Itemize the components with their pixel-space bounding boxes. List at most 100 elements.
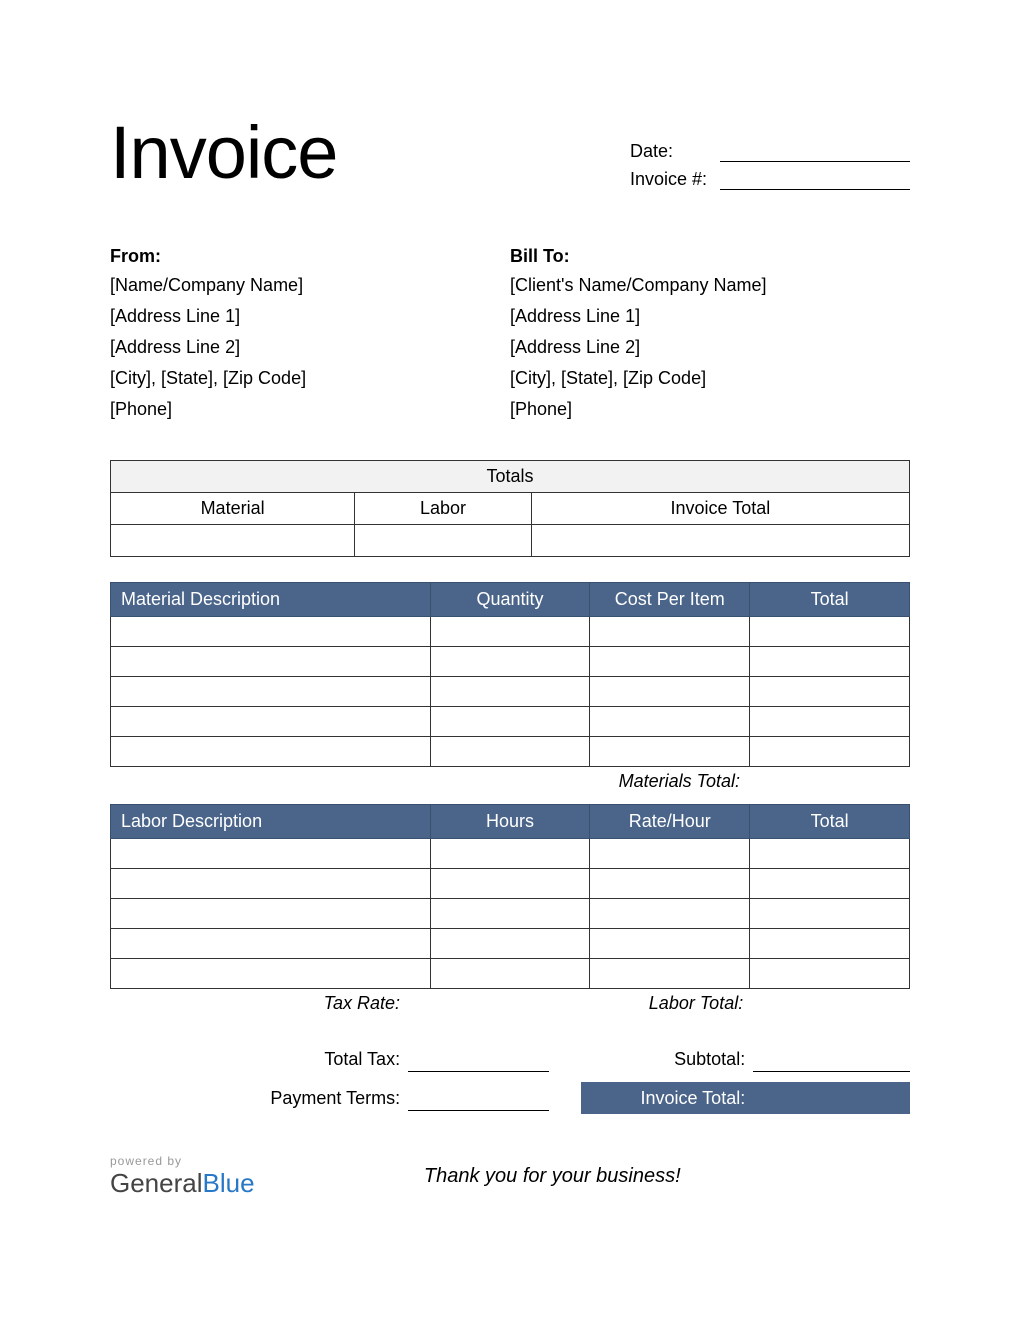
meta-invoice-row: Invoice #:: [630, 168, 910, 190]
labor-col-hours: Hours: [430, 805, 590, 839]
totals-col-labor: Labor: [355, 493, 532, 525]
table-row: [111, 737, 910, 767]
total-tax-value[interactable]: [408, 1046, 549, 1072]
table-row: [111, 869, 910, 899]
totals-val-labor[interactable]: [355, 525, 532, 557]
labor-subtotal-row: Tax Rate: Labor Total:: [110, 993, 910, 1014]
page-title: Invoice: [110, 110, 337, 195]
table-cell[interactable]: [750, 929, 910, 959]
totals-col-invoice: Invoice Total: [531, 493, 909, 525]
tax-rate-label: Tax Rate:: [110, 993, 408, 1014]
table-cell[interactable]: [590, 959, 750, 989]
table-cell[interactable]: [750, 959, 910, 989]
bill-to-block: Bill To: [Client's Name/Company Name] [A…: [510, 246, 910, 430]
table-cell[interactable]: [430, 869, 590, 899]
bill-to-line: [City], [State], [Zip Code]: [510, 368, 910, 389]
subtotal-label: Subtotal:: [581, 1049, 754, 1070]
labor-total-label: Labor Total:: [581, 993, 754, 1014]
table-cell[interactable]: [430, 959, 590, 989]
labor-table: Labor Description Hours Rate/Hour Total: [110, 804, 910, 989]
table-cell[interactable]: [111, 647, 431, 677]
table-cell[interactable]: [590, 737, 750, 767]
from-line: [City], [State], [Zip Code]: [110, 368, 510, 389]
from-line: [Name/Company Name]: [110, 275, 510, 296]
bill-to-heading: Bill To:: [510, 246, 910, 267]
invoice-total-label: Invoice Total:: [581, 1082, 754, 1114]
table-cell[interactable]: [430, 647, 590, 677]
labor-total-value: [753, 993, 910, 1014]
table-cell[interactable]: [111, 617, 431, 647]
table-cell[interactable]: [111, 929, 431, 959]
table-cell[interactable]: [111, 707, 431, 737]
date-label: Date:: [630, 141, 720, 162]
labor-col-rate: Rate/Hour: [590, 805, 750, 839]
table-cell[interactable]: [430, 929, 590, 959]
table-cell[interactable]: [590, 707, 750, 737]
table-cell[interactable]: [750, 707, 910, 737]
invoice-meta: Date: Invoice #:: [630, 140, 910, 196]
table-cell[interactable]: [590, 899, 750, 929]
materials-total-label: Materials Total:: [574, 771, 750, 792]
thank-you-text: Thank you for your business!: [195, 1165, 910, 1188]
invoice-num-input-line[interactable]: [720, 168, 910, 190]
labor-col-total: Total: [750, 805, 910, 839]
table-cell[interactable]: [750, 617, 910, 647]
bill-to-line: [Client's Name/Company Name]: [510, 275, 910, 296]
from-heading: From:: [110, 246, 510, 267]
summary-row-terms-total: Payment Terms: Invoice Total:: [110, 1082, 910, 1114]
subtotal-value[interactable]: [753, 1046, 910, 1072]
table-cell[interactable]: [590, 647, 750, 677]
materials-col-qty: Quantity: [430, 583, 590, 617]
from-line: [Phone]: [110, 399, 510, 420]
table-cell[interactable]: [111, 839, 431, 869]
table-cell[interactable]: [750, 647, 910, 677]
table-row: [111, 899, 910, 929]
table-cell[interactable]: [750, 869, 910, 899]
bill-to-line: [Phone]: [510, 399, 910, 420]
table-row: [111, 839, 910, 869]
table-cell[interactable]: [750, 737, 910, 767]
table-cell[interactable]: [430, 899, 590, 929]
invoice-num-label: Invoice #:: [630, 169, 720, 190]
tax-rate-value[interactable]: [408, 993, 549, 1014]
table-cell[interactable]: [750, 839, 910, 869]
table-cell[interactable]: [430, 617, 590, 647]
table-cell[interactable]: [750, 899, 910, 929]
summary-block: Total Tax: Subtotal: Payment Terms: Invo…: [110, 1026, 910, 1114]
materials-col-cost: Cost Per Item: [590, 583, 750, 617]
addresses: From: [Name/Company Name] [Address Line …: [110, 246, 910, 430]
table-cell[interactable]: [590, 869, 750, 899]
invoice-total-value: [753, 1082, 910, 1114]
table-cell[interactable]: [430, 707, 590, 737]
table-row: [111, 647, 910, 677]
table-cell[interactable]: [590, 677, 750, 707]
materials-col-desc: Material Description: [111, 583, 431, 617]
table-row: [111, 617, 910, 647]
bill-to-line: [Address Line 2]: [510, 337, 910, 358]
table-row: [111, 707, 910, 737]
table-cell[interactable]: [750, 677, 910, 707]
from-block: From: [Name/Company Name] [Address Line …: [110, 246, 510, 430]
table-cell[interactable]: [111, 677, 431, 707]
totals-header: Totals: [111, 461, 910, 493]
table-cell[interactable]: [430, 839, 590, 869]
meta-date-row: Date:: [630, 140, 910, 162]
table-cell[interactable]: [590, 617, 750, 647]
table-cell[interactable]: [111, 899, 431, 929]
from-line: [Address Line 1]: [110, 306, 510, 327]
table-cell[interactable]: [430, 737, 590, 767]
date-input-line[interactable]: [720, 140, 910, 162]
totals-val-material[interactable]: [111, 525, 355, 557]
table-row: [111, 677, 910, 707]
table-row: [111, 929, 910, 959]
payment-terms-value[interactable]: [408, 1085, 549, 1111]
table-cell[interactable]: [111, 737, 431, 767]
table-cell[interactable]: [111, 869, 431, 899]
table-cell[interactable]: [111, 959, 431, 989]
materials-table: Material Description Quantity Cost Per I…: [110, 582, 910, 767]
table-cell[interactable]: [590, 839, 750, 869]
table-cell[interactable]: [590, 929, 750, 959]
logo-general: General: [110, 1168, 203, 1198]
totals-val-invoice[interactable]: [531, 525, 909, 557]
table-cell[interactable]: [430, 677, 590, 707]
